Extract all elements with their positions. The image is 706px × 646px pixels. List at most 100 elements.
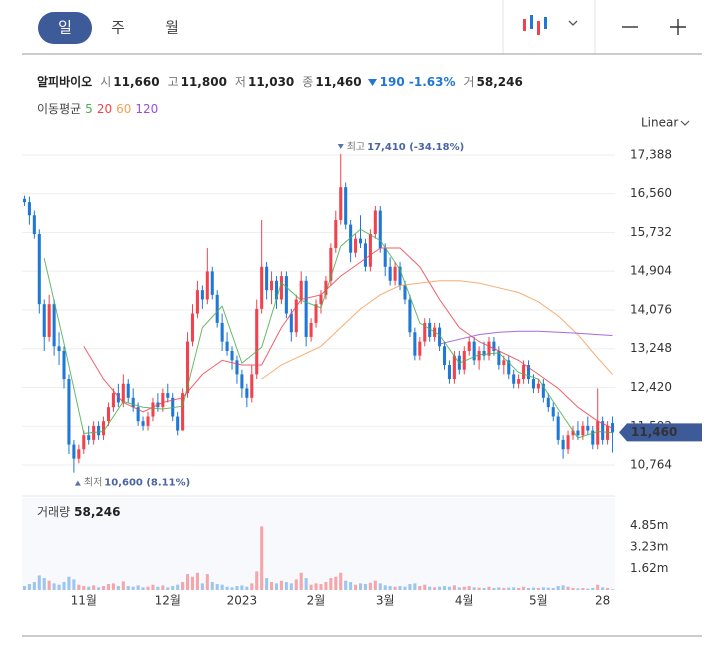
candle-body — [329, 248, 333, 281]
volume-bar — [205, 574, 209, 590]
volume-bar — [22, 586, 27, 590]
candle-body — [87, 435, 91, 440]
candle-body — [304, 280, 308, 337]
high-value: 17,410 (-34.18%) — [367, 142, 464, 153]
candle-body — [517, 379, 521, 384]
candle-body — [161, 393, 165, 408]
volume-bar — [309, 584, 313, 590]
candle-body — [57, 346, 61, 351]
dropdown-chevron[interactable] — [568, 20, 578, 26]
candle-body — [102, 421, 106, 436]
candle-body — [250, 374, 254, 398]
candle-body — [77, 449, 81, 459]
candle-body — [378, 210, 382, 249]
volume-bar — [606, 588, 610, 590]
scale-select[interactable]: Linear — [641, 116, 678, 130]
tab-month[interactable]: 월 — [165, 19, 179, 37]
volume-bar — [388, 586, 392, 590]
candle-body — [205, 271, 209, 300]
volume-bar — [438, 586, 442, 590]
candle-body — [195, 290, 199, 314]
candle-body — [398, 266, 402, 286]
candle-body — [383, 248, 387, 267]
volume-bar — [497, 587, 501, 590]
candle-body — [235, 360, 239, 375]
volume-bar — [349, 582, 353, 590]
x-tick-label: 4월 — [455, 594, 474, 608]
low-marker — [74, 480, 81, 486]
volume-bar — [136, 585, 140, 590]
candle-body — [477, 350, 481, 361]
volume-bar — [52, 583, 56, 590]
volume-bar — [551, 588, 555, 590]
candle-body — [349, 224, 353, 253]
volume-bar — [32, 582, 36, 590]
chart-type-button[interactable] — [523, 15, 547, 35]
x-tick-label: 5월 — [529, 594, 548, 608]
tab-day[interactable]: 일 — [58, 19, 72, 37]
candle-body — [47, 304, 51, 337]
candle-body — [551, 407, 555, 417]
down-arrow — [367, 78, 377, 86]
candle-body — [166, 393, 170, 398]
volume-bar — [423, 584, 427, 590]
candle-body — [52, 304, 56, 347]
x-tick-label: 28 — [595, 594, 610, 608]
volume-bar — [403, 586, 407, 590]
volume-bar — [141, 587, 145, 590]
change: 190 -1.63% — [379, 74, 456, 89]
ma-line — [43, 228, 613, 439]
volume-bar — [556, 586, 560, 590]
y-tick-label: 13,248 — [630, 341, 672, 355]
candle-body — [27, 202, 31, 216]
dropdown-chevron[interactable] — [680, 120, 690, 126]
volume-title: 거래량 58,246 — [37, 503, 120, 520]
volume-bar — [131, 586, 135, 590]
candle-body — [581, 425, 585, 436]
zoom-in[interactable] — [670, 19, 686, 35]
volume-bar — [512, 587, 516, 590]
volume-bar — [398, 586, 402, 590]
ma-line — [83, 247, 613, 429]
volume-bar — [373, 580, 377, 590]
y-tick-label: 14,904 — [630, 264, 672, 278]
volume-bar — [181, 582, 185, 590]
volume-bar — [62, 582, 66, 590]
tab-week[interactable]: 주 — [111, 19, 125, 37]
volume-bar — [245, 586, 249, 590]
volume-bar — [536, 588, 540, 590]
candle-body — [225, 341, 229, 351]
icon — [523, 19, 526, 31]
candle-body — [363, 243, 367, 267]
volume-bar — [156, 586, 160, 590]
volume-bar — [591, 588, 595, 590]
candle-body — [309, 322, 313, 337]
volume-bar — [354, 584, 358, 590]
volume-bar — [576, 588, 580, 590]
volume-bar — [97, 587, 101, 590]
volume-bar — [186, 574, 190, 590]
candle-body — [546, 397, 550, 408]
volume-bar — [428, 586, 432, 590]
candle-body — [200, 290, 204, 300]
volume-bar — [67, 576, 71, 590]
volume-bar — [111, 583, 115, 590]
volume-label: 거래량 — [37, 505, 71, 519]
candle-body — [502, 360, 506, 366]
quote-label: 거 — [463, 75, 475, 89]
volume-bar — [408, 584, 412, 590]
volume-bar — [77, 584, 81, 590]
volume-bar — [601, 587, 605, 590]
y-tick-label: 15,732 — [630, 225, 672, 239]
volume-bar — [210, 582, 214, 590]
x-tick-label: 3월 — [376, 594, 395, 608]
y-tick-label: 10,764 — [630, 458, 672, 472]
candle-body — [591, 430, 595, 445]
candle-body — [106, 407, 111, 422]
candle-body — [447, 365, 451, 380]
candle-body — [126, 383, 130, 398]
volume-bar — [442, 586, 447, 590]
volume-bar — [171, 586, 175, 590]
candle-body — [279, 276, 283, 300]
ma-line — [439, 330, 613, 345]
